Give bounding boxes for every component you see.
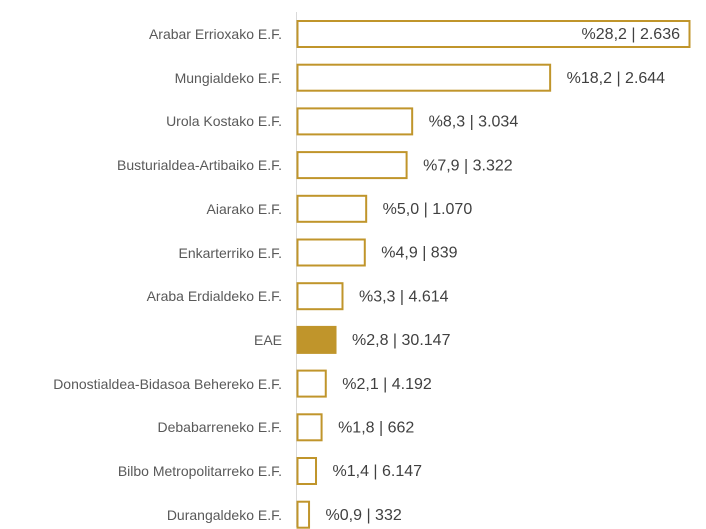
value-label: %1,4 | 6.147 (333, 463, 423, 480)
value-label: %7,9 | 3.322 (423, 157, 513, 174)
bar (296, 500, 311, 529)
value-label: %0,9 | 332 (326, 507, 402, 524)
bar (296, 413, 323, 442)
bar (296, 457, 318, 485)
category-label: EAE (253, 331, 282, 348)
bar (296, 238, 366, 267)
category-label: Busturialdea-Artibaiko E.F. (117, 157, 282, 174)
bar (296, 20, 691, 48)
value-label: %3,3 | 4.614 (359, 288, 449, 305)
bar (296, 325, 337, 354)
category-label: Urola Kostako E.F. (166, 113, 282, 130)
value-label: %1,8 | 662 (338, 420, 414, 437)
bar (296, 151, 408, 180)
bar (296, 107, 414, 136)
category-label: Arabar Errioxako E.F. (148, 26, 282, 42)
category-label: Donostialdea-Bidasoa Behereko E.F. (53, 375, 282, 392)
value-label: %2,8 | 30.147 (352, 332, 451, 349)
value-label: %5,0 | 1.070 (383, 201, 473, 218)
category-label: Araba Erdialdeko E.F. (146, 288, 282, 305)
category-label: Mungialdeko E.F. (174, 69, 282, 86)
bar (296, 194, 368, 223)
category-label: Durangaldeko E.F. (166, 506, 282, 523)
category-label: Aiarako E.F. (206, 200, 282, 217)
value-label: %4,9 | 839 (381, 245, 457, 262)
value-label: %8,3 | 3.034 (429, 114, 519, 131)
category-label: Enkarterriko E.F. (178, 244, 282, 261)
bar (296, 282, 344, 311)
value-label: %2,1 | 4.192 (342, 376, 432, 393)
category-label: Bilbo Metropolitarreko E.F. (117, 463, 282, 479)
value-label: %18,2 | 2.644 (567, 70, 666, 87)
bar (296, 63, 552, 92)
category-label: Debabarreneko E.F. (157, 419, 282, 436)
bar (296, 369, 327, 398)
value-label: %28,2 | 2.636 (582, 26, 681, 43)
